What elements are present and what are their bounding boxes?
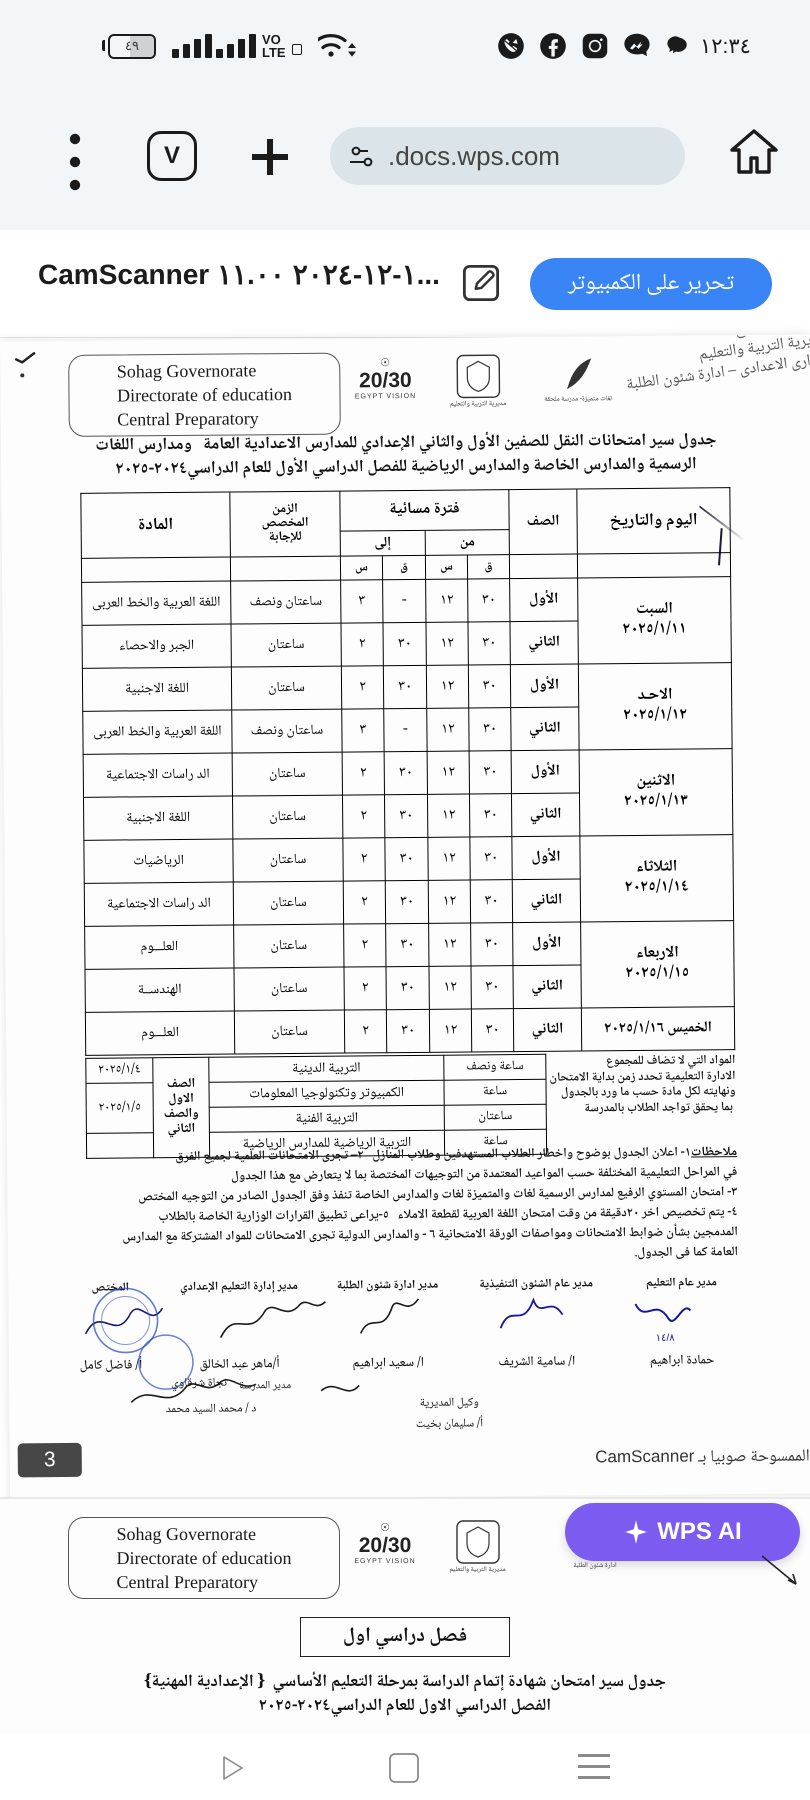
svg-text:١٤/٨: ١٤/٨ (656, 1333, 676, 1344)
svg-text:د / محمد السيد محمد: د / محمد السيد محمد (166, 1398, 257, 1420)
